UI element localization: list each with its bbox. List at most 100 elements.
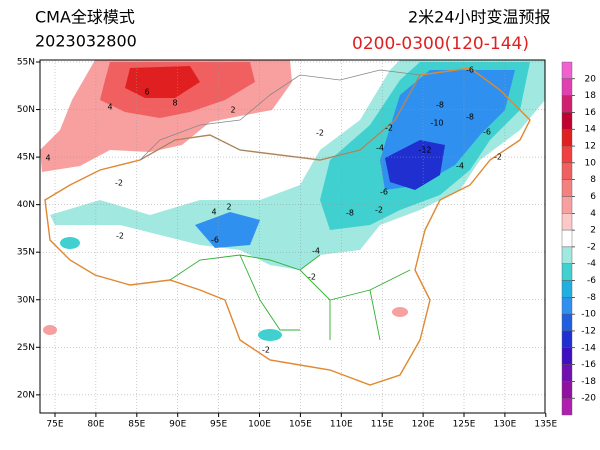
contour-label: -2 (385, 124, 393, 133)
cold-patch (258, 329, 282, 341)
colorbar-box (561, 330, 573, 348)
lon-label: 110E (330, 420, 353, 430)
border-line (139, 69, 421, 161)
lon-label: 125E (453, 420, 476, 430)
colorbar-label: 20 (585, 74, 597, 84)
colorbar-box (561, 229, 573, 248)
colorbar-label: -8 (587, 293, 596, 303)
colorbar-box (561, 112, 573, 130)
contour-label: -6 (483, 128, 491, 137)
colorbar-label: -4 (587, 259, 596, 269)
lat-label: 20N (17, 390, 35, 400)
colorbar-label: -16 (581, 360, 596, 370)
lon-label: 75E (46, 420, 63, 430)
colorbar-box (561, 162, 573, 180)
contour-label: -4 (312, 247, 320, 256)
colorbar-label: -18 (581, 377, 596, 387)
lon-label: 135E (534, 420, 557, 430)
contour-label: -10 (430, 119, 443, 128)
colorbar-label: -2 (587, 242, 596, 252)
contour-label: 8 (172, 99, 177, 108)
colorbar-label: -14 (581, 343, 596, 353)
warm-patch (392, 307, 408, 317)
colorbar-box (561, 397, 573, 416)
model-name: CMA全球模式 (35, 8, 135, 27)
contour-label: 4 (211, 208, 216, 217)
contour-label: 4 (107, 103, 112, 112)
contour-label: 2 (230, 106, 235, 115)
colorbar-label: -20 (581, 394, 596, 404)
contour-label: -8 (466, 113, 474, 122)
contour-label: -2 (494, 153, 502, 162)
river-line (169, 254, 411, 341)
colorbar-box (561, 61, 573, 80)
colorbar-box (561, 213, 573, 231)
warm-peak (125, 66, 200, 98)
contour-label: -6 (211, 236, 219, 245)
contour-label: -6 (466, 66, 474, 75)
lon-label: 90E (169, 420, 186, 430)
colorbar-box (561, 129, 573, 147)
lat-label: 30N (17, 295, 35, 305)
colorbar-box (561, 347, 573, 365)
contour-label: -2 (316, 129, 324, 138)
lat-label: 25N (17, 343, 35, 353)
contour-label: -4 (456, 162, 464, 171)
lat-label: 35N (17, 248, 35, 258)
lon-label: 115E (371, 420, 394, 430)
lon-label: 100E (248, 420, 271, 430)
contour-label: -4 (376, 144, 384, 153)
colorbar-label: 8 (590, 175, 596, 185)
colorbar-box (561, 95, 573, 113)
map-area (40, 60, 545, 413)
product-name: 2米24小时变温预报 (408, 8, 551, 27)
lon-label: 80E (87, 420, 104, 430)
lon-label: 85E (128, 420, 145, 430)
colorbar-box (561, 313, 573, 332)
colorbar-box (561, 78, 573, 96)
colorbar: 20 18 16 14 12 10 8 6 4 2 -2 -4 -6 -8 -10 -12 -14 -16 -18 -… (561, 61, 597, 416)
contour-label: -8 (346, 209, 354, 218)
colorbar-box (561, 246, 573, 264)
colorbar-label: -6 (587, 276, 596, 286)
forecast-period: 0200-0300(120-144) (352, 34, 529, 54)
colorbar-label: -12 (581, 326, 596, 336)
contour-label: 2 (226, 203, 231, 212)
colorbar-label: 2 (590, 226, 596, 236)
contour-label: -2 (115, 179, 123, 188)
init-time: 2023032800 (35, 32, 137, 51)
lon-label: 130E (493, 420, 516, 430)
cold-core-west (195, 212, 260, 248)
lon-label: 95E (210, 420, 227, 430)
warm-patch (43, 325, 57, 335)
colorbar-box (561, 263, 573, 281)
contour-label: -2 (116, 232, 124, 241)
colorbar-label: 18 (585, 91, 597, 101)
lat-label: 55N (17, 58, 35, 68)
colorbar-label: 10 (585, 158, 597, 168)
lon-label: 120E (412, 420, 435, 430)
contour-label: -2 (262, 346, 270, 355)
colorbar-box (561, 381, 573, 399)
colorbar-box (561, 196, 573, 214)
colorbar-box (561, 280, 573, 298)
contour-label: -2 (375, 206, 383, 215)
map-frame (39, 59, 546, 414)
contour-label: -12 (418, 146, 431, 155)
colorbar-label: -10 (581, 310, 596, 320)
contour-label: -8 (436, 101, 444, 110)
lon-label: 105E (289, 420, 312, 430)
colorbar-label: 12 (585, 142, 596, 152)
colorbar-box (561, 179, 573, 197)
contour-label: 4 (45, 154, 50, 163)
colorbar-box (561, 297, 573, 315)
lat-label: 50N (17, 105, 35, 115)
contour-label: -2 (308, 273, 316, 282)
contour-label: -6 (380, 188, 388, 197)
colorbar-box (561, 145, 573, 164)
colorbar-label: 4 (590, 209, 596, 219)
colorbar-label: 16 (585, 108, 597, 118)
contour-label: 6 (144, 88, 149, 97)
contour-labels: -6 -8 -10 -8 -6 -12 -4 -4 -2 -6 -2 -8 -2… (45, 66, 502, 355)
